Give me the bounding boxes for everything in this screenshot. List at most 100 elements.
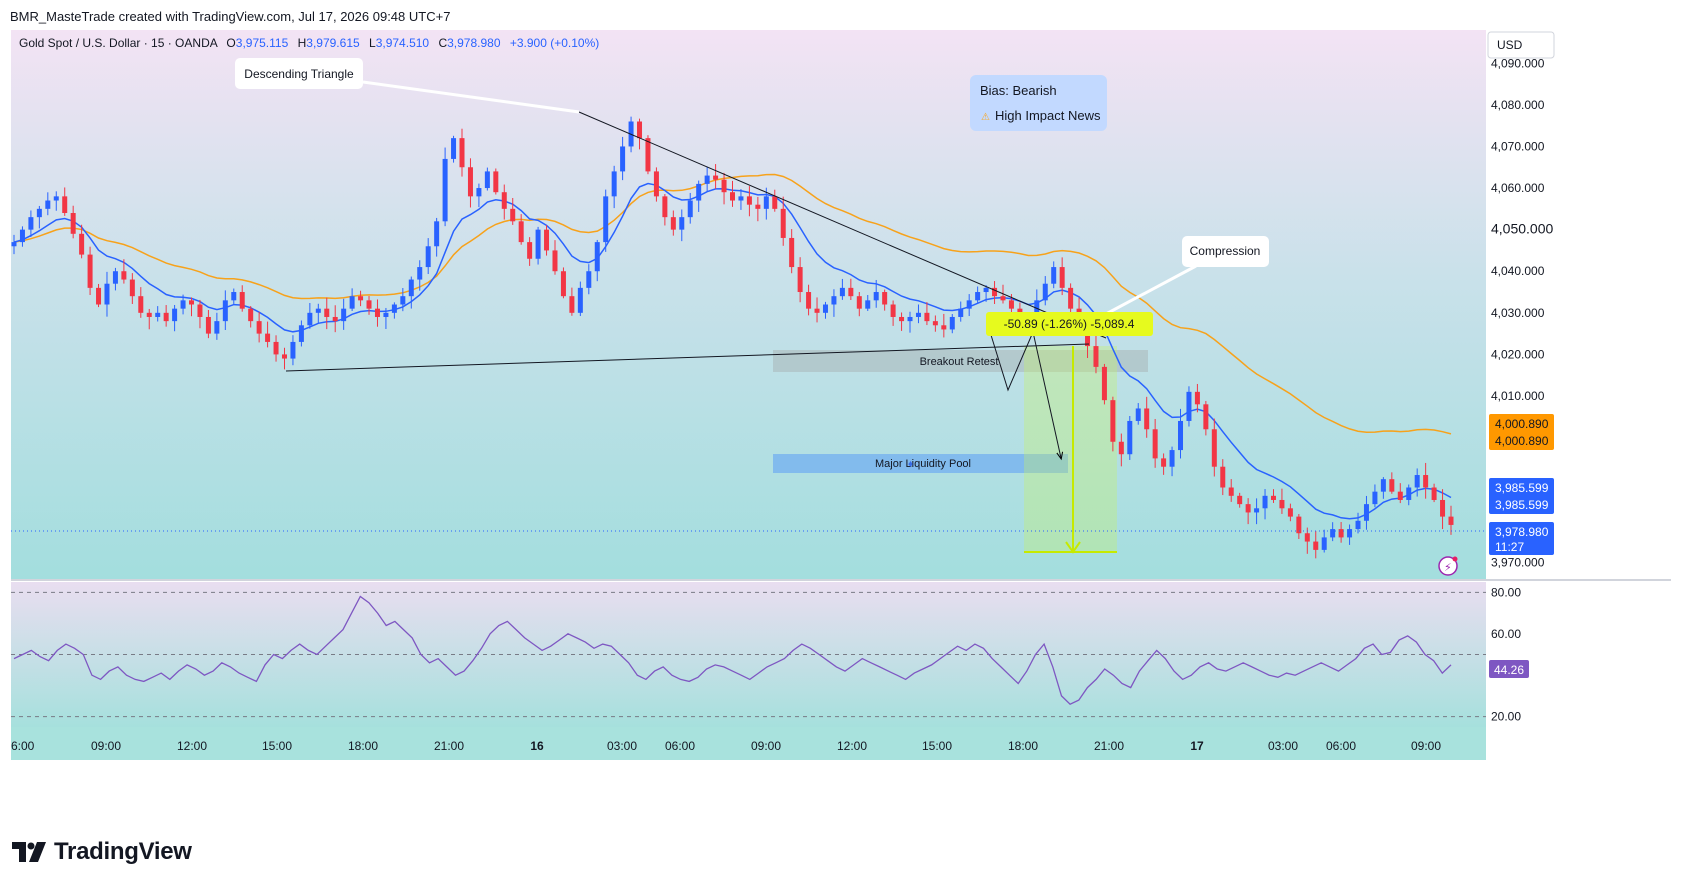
candle-body[interactable] bbox=[1178, 420, 1184, 451]
candle-body[interactable] bbox=[822, 304, 828, 313]
candle-body[interactable] bbox=[315, 308, 321, 313]
candle-body[interactable] bbox=[772, 196, 778, 209]
candle-body[interactable] bbox=[1110, 400, 1116, 442]
candle-body[interactable] bbox=[670, 217, 676, 230]
candle-body[interactable] bbox=[1042, 283, 1048, 301]
candle-body[interactable] bbox=[11, 242, 17, 247]
candle-body[interactable] bbox=[1008, 300, 1014, 309]
candle-body[interactable] bbox=[112, 271, 118, 284]
candle-body[interactable] bbox=[932, 321, 938, 326]
candle-body[interactable] bbox=[1220, 466, 1226, 488]
candle-body[interactable] bbox=[332, 316, 338, 322]
candle-body[interactable] bbox=[62, 196, 68, 213]
candle-body[interactable] bbox=[1313, 541, 1319, 550]
candle-body[interactable] bbox=[848, 287, 854, 297]
candle-body[interactable] bbox=[1000, 296, 1006, 301]
candle-body[interactable] bbox=[1279, 499, 1285, 509]
candle-body[interactable] bbox=[806, 292, 812, 309]
candle-body[interactable] bbox=[383, 312, 389, 317]
candle-body[interactable] bbox=[1203, 404, 1209, 430]
candle-body[interactable] bbox=[1093, 346, 1099, 367]
candle-body[interactable] bbox=[983, 287, 989, 293]
candle-body[interactable] bbox=[535, 229, 541, 259]
candle-body[interactable] bbox=[222, 300, 228, 322]
candle-body[interactable] bbox=[391, 304, 397, 313]
candle-body[interactable] bbox=[248, 308, 254, 322]
candle-body[interactable] bbox=[484, 171, 490, 189]
candle-body[interactable] bbox=[1270, 495, 1276, 500]
candle-body[interactable] bbox=[434, 221, 440, 247]
candle-body[interactable] bbox=[298, 325, 304, 342]
breakout-retest-zone[interactable] bbox=[773, 350, 1148, 372]
candle-body[interactable] bbox=[797, 267, 803, 293]
candle-body[interactable] bbox=[1161, 458, 1167, 467]
candle-body[interactable] bbox=[1380, 479, 1386, 492]
candle-body[interactable] bbox=[1296, 516, 1302, 534]
candle-body[interactable] bbox=[70, 213, 76, 234]
candle-body[interactable] bbox=[1237, 495, 1243, 505]
candle-body[interactable] bbox=[814, 308, 820, 313]
candle-body[interactable] bbox=[501, 192, 507, 209]
candle-body[interactable] bbox=[442, 158, 448, 222]
candle-body[interactable] bbox=[256, 321, 262, 334]
candle-body[interactable] bbox=[611, 171, 617, 197]
candle-body[interactable] bbox=[510, 208, 516, 222]
candle-body[interactable] bbox=[755, 204, 761, 209]
measure-label-bg[interactable] bbox=[986, 312, 1153, 336]
candle-body[interactable] bbox=[459, 138, 465, 168]
tradingview-logo[interactable]: TradingView bbox=[12, 838, 192, 866]
candle-body[interactable] bbox=[831, 296, 837, 305]
candle-body[interactable] bbox=[290, 341, 296, 359]
candle-body[interactable] bbox=[1152, 429, 1158, 459]
candle-body[interactable] bbox=[1423, 475, 1429, 488]
candle-body[interactable] bbox=[1287, 508, 1293, 517]
candle-body[interactable] bbox=[966, 300, 972, 309]
candle-body[interactable] bbox=[104, 283, 110, 305]
candle-body[interactable] bbox=[87, 254, 93, 288]
candle-body[interactable] bbox=[1406, 487, 1412, 500]
candle-body[interactable] bbox=[307, 312, 313, 326]
candle-body[interactable] bbox=[653, 171, 659, 197]
candle-body[interactable] bbox=[155, 312, 161, 317]
candle-body[interactable] bbox=[679, 217, 685, 230]
candle-body[interactable] bbox=[713, 175, 719, 180]
candle-body[interactable] bbox=[1448, 516, 1454, 525]
candle-body[interactable] bbox=[324, 308, 330, 317]
chart-canvas[interactable]: Breakout Retest Major Liquidity Pool ♦ 8… bbox=[11, 30, 1671, 820]
candle-body[interactable] bbox=[552, 250, 558, 272]
candle-body[interactable] bbox=[239, 292, 245, 309]
candle-body[interactable] bbox=[1135, 408, 1141, 421]
candle-body[interactable] bbox=[746, 196, 752, 205]
candle-body[interactable] bbox=[1338, 529, 1344, 538]
bias-box[interactable] bbox=[970, 75, 1107, 131]
candle-body[interactable] bbox=[36, 208, 42, 218]
candle-body[interactable] bbox=[425, 246, 431, 268]
candle-body[interactable] bbox=[603, 196, 609, 243]
candle-body[interactable] bbox=[594, 242, 600, 272]
liquidity-pool-zone[interactable] bbox=[773, 454, 1068, 473]
candle-body[interactable] bbox=[560, 271, 566, 297]
candle-body[interactable] bbox=[738, 196, 744, 201]
candle-body[interactable] bbox=[79, 233, 85, 255]
candle-body[interactable] bbox=[121, 271, 127, 280]
candle-body[interactable] bbox=[527, 242, 533, 259]
candle-body[interactable] bbox=[19, 229, 25, 243]
candle-body[interactable] bbox=[958, 308, 964, 317]
candle-body[interactable] bbox=[1372, 491, 1378, 505]
candle-body[interactable] bbox=[1304, 533, 1310, 542]
candle-body[interactable] bbox=[544, 229, 550, 251]
candle-body[interactable] bbox=[1262, 495, 1268, 509]
candle-body[interactable] bbox=[400, 296, 406, 305]
candle-body[interactable] bbox=[53, 196, 59, 201]
candle-body[interactable] bbox=[1363, 504, 1369, 521]
candle-body[interactable] bbox=[349, 296, 355, 309]
candle-body[interactable] bbox=[265, 333, 271, 342]
candle-body[interactable] bbox=[577, 287, 583, 313]
candle-body[interactable] bbox=[374, 308, 380, 317]
triangle-upper-trendline[interactable] bbox=[578, 111, 1107, 339]
candle-body[interactable] bbox=[1389, 479, 1395, 492]
candle-body[interactable] bbox=[172, 308, 178, 322]
candle-body[interactable] bbox=[569, 296, 575, 313]
candle-body[interactable] bbox=[924, 312, 930, 322]
candle-body[interactable] bbox=[1414, 475, 1420, 488]
